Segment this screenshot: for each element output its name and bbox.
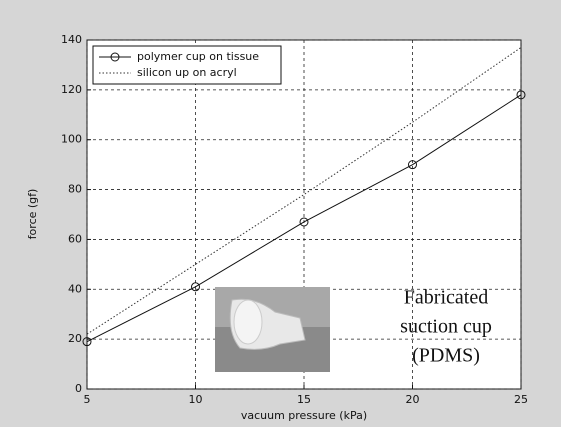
y-axis-label: force (gf) <box>26 189 39 240</box>
photo <box>215 287 330 372</box>
annotation: suction cup <box>400 316 492 338</box>
annotation: Fabricated <box>404 287 488 309</box>
y-tick-label: 140 <box>61 33 82 46</box>
x-axis-label: vacuum pressure (kPa) <box>241 409 367 422</box>
x-tick-label: 15 <box>297 393 311 406</box>
annotation: (PDMS) <box>412 345 480 367</box>
x-tick-label: 5 <box>84 393 91 406</box>
y-tick-label: 80 <box>68 183 82 196</box>
y-tick-label: 0 <box>75 382 82 395</box>
y-tick-label: 20 <box>68 332 82 345</box>
legend-label: polymer cup on tissue <box>137 50 259 63</box>
x-tick-label: 25 <box>514 393 528 406</box>
legend-label: silicon up on acryl <box>137 66 237 79</box>
y-tick-label: 120 <box>61 83 82 96</box>
y-tick-label: 40 <box>68 282 82 295</box>
x-tick-label: 10 <box>189 393 203 406</box>
y-tick-label: 60 <box>68 232 82 245</box>
chart: Fabricated suction cup (PDMS) vacuum pre… <box>0 0 561 427</box>
y-tick-label: 100 <box>61 133 82 146</box>
x-tick-label: 20 <box>406 393 420 406</box>
